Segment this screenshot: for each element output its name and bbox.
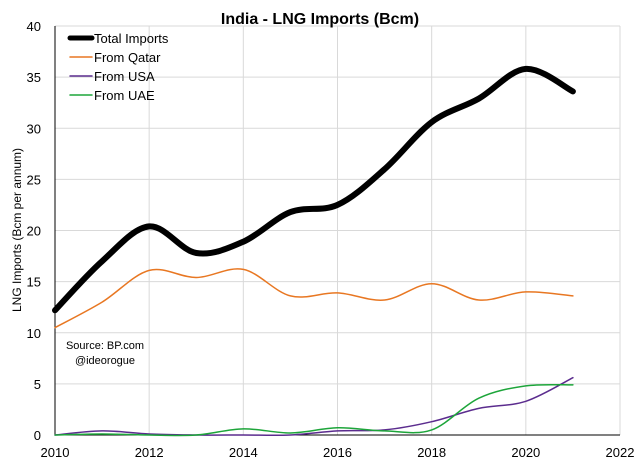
uae-line	[54, 383, 574, 437]
qatar-line	[54, 268, 574, 329]
y-tick-label: 0	[34, 428, 41, 443]
x-tick-label: 2018	[417, 445, 446, 460]
source-note: Source: BP.com	[66, 340, 144, 352]
total-imports-line	[52, 65, 576, 314]
x-tick-label: 2020	[511, 445, 540, 460]
legend: Total Imports From Qatar From USA From UAE	[67, 31, 169, 103]
y-tick-label: 25	[27, 172, 41, 187]
y-tick-label: 15	[27, 275, 41, 290]
legend-qatar-label: From Qatar	[94, 50, 161, 65]
legend-usa-label: From USA	[94, 69, 155, 84]
y-tick-label: 5	[34, 377, 41, 392]
y-tick-label: 35	[27, 70, 41, 85]
x-tick-label: 2010	[41, 445, 70, 460]
chart-title: India - LNG Imports (Bcm)	[221, 11, 419, 28]
y-tick-label: 10	[27, 326, 41, 341]
author-note: @ideorogue	[75, 355, 135, 367]
source-annotation: Source: BP.com @ideorogue	[66, 340, 144, 367]
x-tick-label: 2016	[323, 445, 352, 460]
axes: 0 5 10 15 20 25 30 35 40 2010 2012 2014 2016 2018 2020…	[27, 19, 635, 460]
legend-uae-label: From UAE	[94, 88, 155, 103]
x-tick-label: 2014	[229, 445, 258, 460]
usa-line	[54, 376, 574, 437]
y-axis-label: LNG Imports (Bcm per annum)	[10, 148, 24, 312]
legend-total-imports-label: Total Imports	[94, 31, 169, 46]
x-tick-label: 2022	[606, 445, 635, 460]
series-lines	[52, 65, 576, 437]
grid	[55, 25, 621, 435]
y-tick-label: 40	[27, 19, 41, 34]
x-tick-label: 2012	[135, 445, 164, 460]
y-tick-label: 20	[27, 224, 41, 239]
y-tick-label: 30	[27, 121, 41, 136]
